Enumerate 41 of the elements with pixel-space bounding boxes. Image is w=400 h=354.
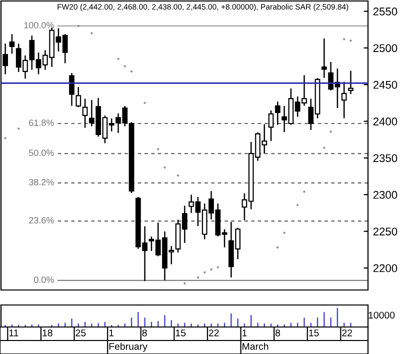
candlestick	[9, 34, 15, 54]
y-tick-label: 2550	[373, 8, 398, 16]
annotation: 61.8%	[29, 120, 54, 126]
candlestick	[69, 72, 74, 106]
text: March	[242, 342, 268, 350]
x-tick-label: 15	[309, 330, 319, 336]
candlestick	[82, 98, 88, 128]
x-tick-label: 25	[76, 329, 86, 336]
annotation: 100.0%	[24, 22, 54, 28]
point	[196, 276, 200, 279]
y-tick-label: 2300	[373, 190, 398, 199]
annotation: 23.6%	[29, 217, 54, 224]
point	[130, 70, 133, 73]
candlestick	[274, 102, 280, 125]
x-tick-label: 1	[109, 330, 114, 336]
y-tick-label: 2450	[373, 80, 398, 89]
candlestick	[348, 70, 354, 94]
text: 10000	[368, 312, 395, 319]
x-tick-label: 22	[342, 329, 352, 336]
x-tick-label: 8	[276, 329, 280, 336]
x-tick-label: 18	[42, 329, 52, 336]
x-tick-label: 1	[242, 330, 247, 336]
y-tick-label: 2500	[373, 44, 398, 52]
y-tick-label: 2250	[373, 228, 398, 236]
y-tick-label: 2200	[373, 264, 398, 272]
x-tick-label: 15	[176, 330, 186, 336]
x-tick-label: 11	[9, 330, 18, 336]
candlestick	[76, 86, 82, 108]
candlestick	[321, 38, 327, 78]
point	[176, 174, 180, 177]
x-tick-label: 8	[142, 329, 147, 336]
y-tick-label: 2400	[373, 118, 398, 126]
annotation: 50.0%	[28, 150, 54, 156]
x-tick-label: 22	[208, 329, 219, 336]
text: February	[109, 342, 148, 352]
candlestick	[341, 82, 347, 118]
annotation: 38.2%	[28, 178, 54, 186]
y-tick-label: 2350	[373, 154, 398, 162]
candlestick	[268, 110, 274, 141]
point	[296, 204, 299, 206]
annotation: 0.0%	[34, 276, 54, 283]
